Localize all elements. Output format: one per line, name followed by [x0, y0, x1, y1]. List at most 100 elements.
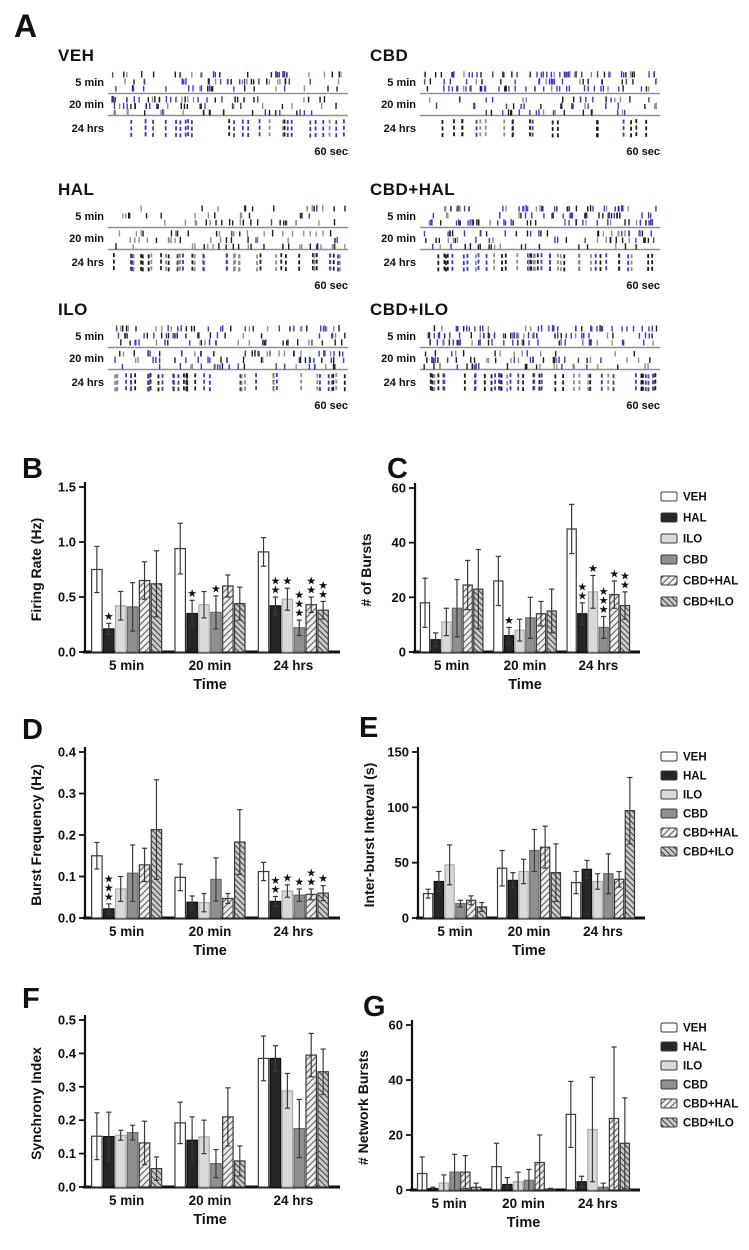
raster-title: VEH [58, 46, 95, 65]
legend-swatch-veh [660, 751, 678, 762]
y-tick-label: 50 [395, 855, 409, 870]
significance-star: ★ [621, 571, 630, 582]
raster-title: CBD [370, 46, 409, 65]
legend-label: VEH [683, 752, 707, 764]
y-axis-label: Synchrony Index [28, 1047, 44, 1160]
raster-title: HAL [58, 180, 95, 199]
svg-text:60 sec: 60 sec [626, 400, 660, 412]
y-tick-label: 0.2 [58, 828, 76, 843]
legend-swatch-cbd [660, 1079, 678, 1090]
y-tick-label: 0.0 [58, 911, 76, 926]
y-tick-label: 0.4 [58, 1046, 77, 1061]
bar-chart-inter-burst-interval-s-: E 0 50 100 150 Inter-burst Interval (s) 5 min 2… [359, 712, 738, 959]
x-tick-label: 5 min [434, 658, 469, 673]
raster-plot: 5 min 20 min 24 hrs 60 sec [381, 71, 660, 158]
panel-b: B 0.0 0.5 1.0 1.5 Firing Rate (Hz) ★ 5 min ★ ★ 20 … [20, 445, 383, 702]
svg-text:24 hrs: 24 hrs [72, 123, 104, 135]
svg-text:60 sec: 60 sec [626, 146, 660, 158]
significance-star: ★ [271, 884, 280, 895]
legend-swatch-hal [660, 512, 678, 523]
panel-d: D 0.0 0.1 0.2 0.3 0.4 Burst Frequency (Hz) ★ ★ ★ 5… [20, 710, 383, 967]
significance-star: ★ [271, 585, 280, 596]
legend-label: CBD [683, 1080, 708, 1092]
x-axis-label: Time [507, 1215, 541, 1231]
x-tick-label: 5 min [109, 1193, 144, 1208]
significance-star: ★ [589, 563, 598, 574]
x-tick-label: 24 hrs [273, 658, 313, 673]
x-tick-label: 5 min [437, 924, 472, 939]
legend-label: ILO [683, 1061, 702, 1073]
y-tick-label: 60 [392, 481, 406, 496]
significance-star: ★ [271, 576, 280, 587]
raster-plot: 5 min 20 min 24 hrs 60 sec [69, 325, 348, 412]
raster-plot: 5 min 20 min 24 hrs 60 sec [69, 71, 348, 158]
legend-label: CBD+HAL [683, 576, 738, 588]
legend-label: HAL [683, 1042, 707, 1054]
legend-swatch-ilo [660, 789, 678, 800]
raster-cbd: CBD 5 min 20 min 24 hrs 60 sec [370, 46, 662, 161]
bar-veh [257, 551, 270, 653]
legend-swatch-cbd-ilo [660, 1117, 678, 1128]
significance-star: ★ [319, 874, 328, 885]
significance-star: ★ [319, 580, 328, 591]
x-axis-label: Time [193, 943, 227, 959]
x-tick-label: 20 min [508, 924, 551, 939]
legend-swatch-cbd-ilo [660, 846, 678, 857]
raster-plot: 5 min 20 min 24 hrs 60 sec [381, 205, 660, 292]
y-tick-label: 0.1 [58, 1146, 76, 1161]
significance-star: ★ [599, 595, 608, 606]
panel-e: E 0 50 100 150 Inter-burst Interval (s) 5 min 2… [355, 710, 749, 971]
y-axis-label: Inter-burst Interval (s) [361, 763, 377, 908]
x-axis-label: Time [508, 677, 542, 693]
significance-star: ★ [295, 877, 304, 888]
legend-label: CBD+HAL [683, 1099, 738, 1111]
svg-text:24 hrs: 24 hrs [72, 377, 104, 389]
svg-text:20 min: 20 min [381, 353, 416, 365]
y-tick-label: 0 [402, 911, 409, 926]
significance-star: ★ [307, 868, 316, 879]
significance-star: ★ [610, 569, 619, 580]
svg-text:20 min: 20 min [381, 99, 416, 111]
significance-star: ★ [319, 589, 328, 600]
significance-star: ★ [283, 873, 292, 884]
y-tick-label: 40 [389, 1073, 403, 1088]
x-tick-label: 20 min [504, 658, 547, 673]
y-tick-label: 0.2 [58, 1113, 76, 1128]
y-tick-label: 0.4 [58, 745, 77, 760]
legend-label: CBD+ILO [683, 847, 734, 859]
significance-star: ★ [212, 584, 221, 595]
svg-text:24 hrs: 24 hrs [72, 257, 104, 269]
svg-text:24 hrs: 24 hrs [384, 123, 416, 135]
y-tick-label: 1.0 [58, 535, 76, 550]
legend-label: CBD+HAL [683, 828, 738, 840]
legend-swatch-hal [660, 1041, 678, 1052]
y-tick-label: 1.5 [58, 480, 76, 495]
raster-cbd-hal: CBD+HAL 5 min 20 min 24 hrs 60 sec [370, 180, 662, 295]
y-tick-label: 40 [392, 535, 406, 550]
significance-star: ★ [105, 892, 114, 903]
legend-swatch-veh [660, 1022, 678, 1033]
significance-star: ★ [105, 611, 114, 622]
y-axis-label: # of Bursts [358, 533, 374, 606]
raster-plot: 5 min 20 min 24 hrs 60 sec [381, 325, 660, 412]
raster-title: CBD+ILO [370, 300, 449, 319]
bar-chart--network-bursts: G 0 20 40 60 # Network Bursts 5 min 20 min 24 hr… [355, 991, 738, 1231]
x-tick-label: 20 min [189, 924, 232, 939]
significance-star: ★ [188, 588, 197, 599]
significance-star: ★ [295, 599, 304, 610]
legend-swatch-cbd-hal [660, 1098, 678, 1109]
y-tick-label: 0.3 [58, 786, 76, 801]
panel-g: G 0 20 40 60 # Network Bursts 5 min 20 min 24 hr… [355, 983, 749, 1250]
legend-swatch-cbd [660, 808, 678, 819]
legend-label: ILO [683, 534, 702, 546]
x-tick-label: 5 min [109, 658, 144, 673]
y-tick-label: 0.1 [58, 869, 76, 884]
panel-letter: F [22, 983, 40, 1015]
svg-text:5 min: 5 min [387, 331, 416, 343]
y-axis-label: Burst Frequency (Hz) [28, 764, 44, 906]
raster-ilo: ILO 5 min 20 min 24 hrs 60 sec [58, 300, 350, 415]
significance-star: ★ [578, 591, 587, 602]
x-tick-label: 24 hrs [578, 1196, 618, 1211]
